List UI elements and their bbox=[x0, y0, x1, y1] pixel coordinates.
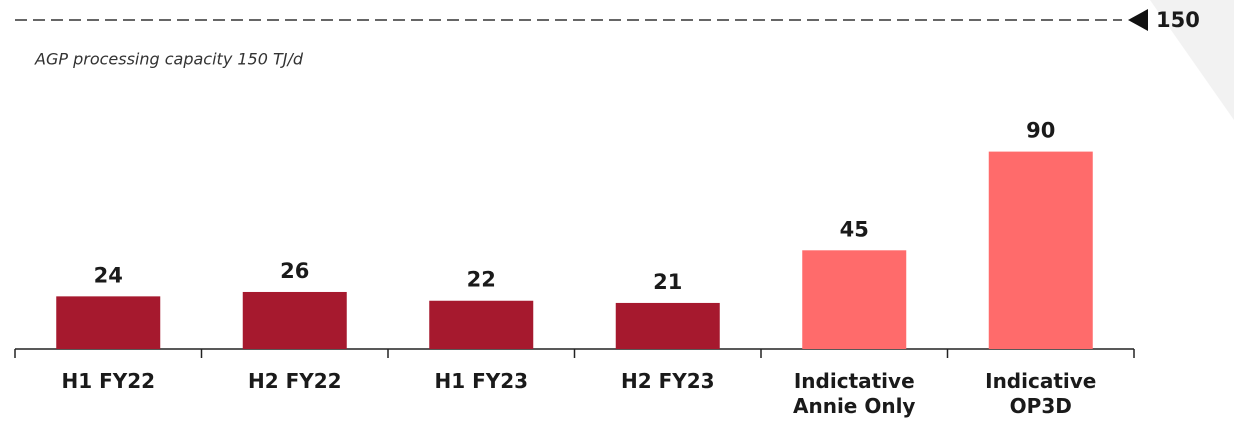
value-label: 90 bbox=[1026, 119, 1055, 143]
bar bbox=[802, 250, 907, 349]
bar bbox=[615, 302, 720, 349]
value-label: 21 bbox=[653, 270, 682, 294]
reference-text: AGP processing capacity 150 TJ/d bbox=[34, 50, 304, 69]
value-label: 26 bbox=[280, 259, 309, 283]
bar bbox=[988, 151, 1093, 349]
x-tick-label: Indicative OP3D bbox=[985, 369, 1097, 418]
reference-label: 150 bbox=[1156, 8, 1200, 32]
x-tick-label: H2 FY22 bbox=[247, 369, 342, 393]
corner-decoration bbox=[1150, 0, 1234, 120]
reference-marker bbox=[1128, 9, 1148, 31]
bar bbox=[56, 296, 161, 349]
value-label: 45 bbox=[840, 217, 869, 241]
bar bbox=[429, 300, 534, 349]
x-tick-label: H1 FY23 bbox=[434, 369, 529, 393]
x-tick-label: Indictative Annie Only bbox=[793, 369, 916, 418]
value-label: 22 bbox=[467, 268, 496, 292]
bar bbox=[242, 291, 347, 349]
x-tick-label: H2 FY23 bbox=[620, 369, 715, 393]
value-label: 24 bbox=[94, 263, 123, 287]
x-tick-label: H1 FY22 bbox=[61, 369, 156, 393]
